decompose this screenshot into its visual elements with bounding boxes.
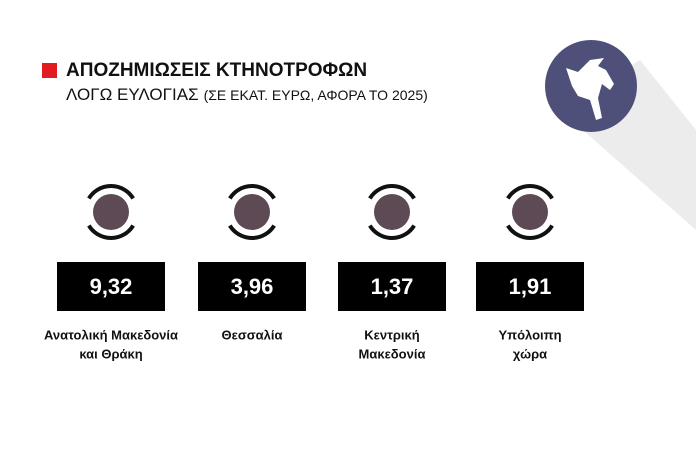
value-box xyxy=(476,262,584,311)
ring-top xyxy=(368,184,416,200)
value-box xyxy=(338,262,446,311)
dot xyxy=(234,194,270,230)
ring-top xyxy=(87,184,135,200)
value: 1,91 xyxy=(509,274,552,299)
subtitle-note: (ΣΕ ΕΚΑΤ. ΕΥΡΩ, ΑΦΟΡΑ ΤΟ 2025) xyxy=(204,87,428,103)
value: 1,37 xyxy=(371,274,414,299)
region-label: Ανατολική Μακεδονία xyxy=(44,327,178,342)
title: ΑΠΟΖΗΜΙΩΣΕΙΣ ΚΤΗΝΟΤΡΟΦΩΝ xyxy=(66,60,367,81)
ring-bottom xyxy=(228,224,276,240)
value-box xyxy=(198,262,306,311)
dot xyxy=(374,194,410,230)
ring-bottom xyxy=(87,224,135,240)
subtitle: ΛΟΓΩ ΕΥΛΟΓΙΑΣ (ΣΕ ΕΚΑΤ. ΕΥΡΩ, ΑΦΟΡΑ ΤΟ 20… xyxy=(66,85,428,104)
dot xyxy=(512,194,548,230)
region-label: Θεσσαλία xyxy=(222,327,283,342)
ring-top xyxy=(506,184,554,200)
value: 3,96 xyxy=(231,274,274,299)
ring-top xyxy=(228,184,276,200)
subtitle-main: ΛΟΓΩ ΕΥΛΟΓΙΑΣ xyxy=(66,85,199,104)
region-label: Κεντρική xyxy=(364,327,419,342)
value-box xyxy=(57,262,165,311)
ring-bottom xyxy=(368,224,416,240)
title-marker xyxy=(42,63,57,78)
value: 9,32 xyxy=(90,274,133,299)
dot xyxy=(93,194,129,230)
goat-silhouette xyxy=(566,58,614,120)
region-label: χώρα xyxy=(513,346,547,361)
region-label: Υπόλοιπη xyxy=(498,327,561,342)
region-label: και Θράκη xyxy=(79,346,142,361)
region-label: Μακεδονία xyxy=(359,346,426,361)
ring-bottom xyxy=(506,224,554,240)
